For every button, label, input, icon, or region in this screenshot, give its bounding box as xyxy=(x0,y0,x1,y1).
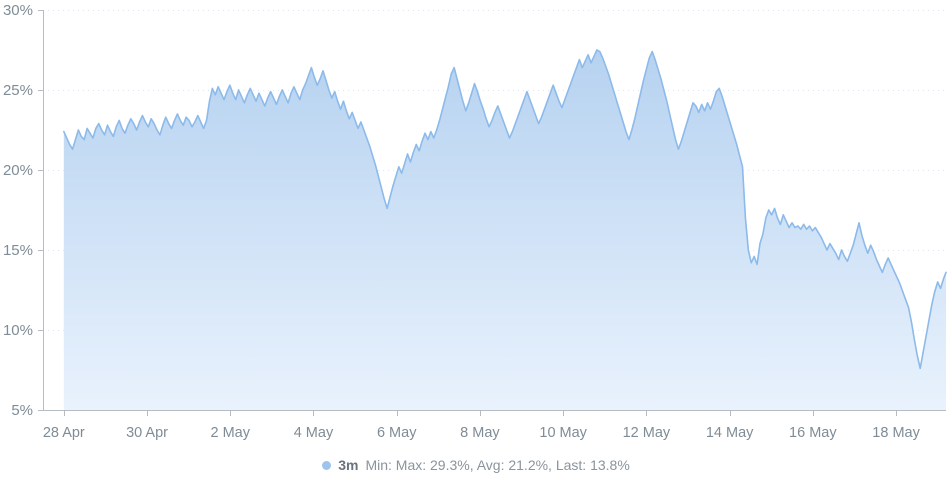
legend-marker-icon xyxy=(322,460,332,470)
y-tick-label: 20% xyxy=(3,162,33,179)
y-axis-tick-labels: 30% 25% 20% 15% 10% 5% xyxy=(3,2,33,419)
x-tick-label: 2 May xyxy=(211,425,251,441)
x-tick-label: 8 May xyxy=(460,425,500,441)
x-tick-label: 16 May xyxy=(789,425,837,441)
y-tick-label: 10% xyxy=(3,322,33,339)
legend-series-stats: Min: Max: 29.3%, Avg: 21.2%, Last: 13.8% xyxy=(365,457,630,473)
y-tick-label: 5% xyxy=(11,402,33,419)
legend-series-name: 3m xyxy=(338,457,359,473)
chart-legend: 3m Min: Max: 29.3%, Avg: 21.2%, Last: 13… xyxy=(0,452,952,478)
x-tick-label: 12 May xyxy=(623,425,671,441)
x-axis-tick-labels: 28 Apr 30 Apr 2 May 4 May 6 May 8 May 10 May 12… xyxy=(43,425,921,441)
x-tick-label: 18 May xyxy=(872,425,920,441)
series-line-3m xyxy=(63,49,947,370)
x-tick-label: 4 May xyxy=(294,425,334,441)
y-tick-label: 15% xyxy=(3,242,33,259)
x-tick-label: 30 Apr xyxy=(126,425,168,441)
x-tick-label: 10 May xyxy=(539,425,587,441)
x-tick-label: 14 May xyxy=(706,425,754,441)
series-area-3m xyxy=(63,50,947,410)
y-tick-label: 25% xyxy=(3,82,33,99)
y-tick-label: 30% xyxy=(3,2,33,19)
axes xyxy=(38,10,946,416)
x-tick-label: 6 May xyxy=(377,425,417,441)
x-tick-label: 28 Apr xyxy=(43,425,85,441)
